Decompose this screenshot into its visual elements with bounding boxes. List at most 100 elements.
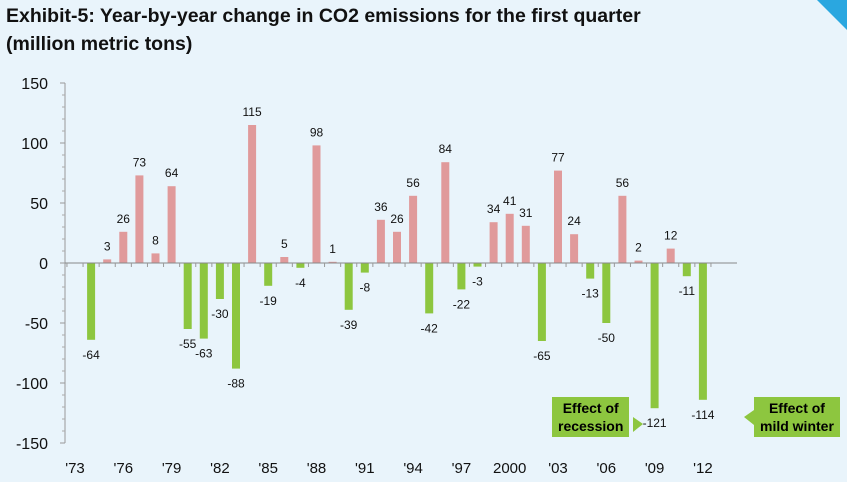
- value-label-2012: -114: [691, 408, 714, 422]
- bar-1986: [280, 257, 289, 263]
- value-label-1990: -39: [340, 318, 358, 332]
- value-label-1988: 98: [310, 125, 324, 139]
- y-tick-label: -150: [16, 436, 48, 453]
- chart-title-line2: (million metric tons): [6, 33, 193, 55]
- bar-1989: [328, 261, 337, 263]
- bar-1987: [296, 263, 305, 268]
- value-label-1978: 8: [152, 233, 159, 247]
- value-label-1995: -42: [421, 321, 439, 335]
- x-tick-label: '88: [307, 460, 327, 477]
- bar-1974: [87, 263, 96, 340]
- value-label-1984: 115: [243, 105, 262, 119]
- value-label-1987: -4: [295, 276, 306, 290]
- value-label-2008: 2: [635, 241, 642, 255]
- bar-2008: [634, 260, 643, 263]
- bar-1994: [409, 195, 418, 263]
- bar-2005: [586, 263, 595, 279]
- bar-1981: [199, 263, 208, 339]
- value-label-1981: -63: [195, 347, 213, 361]
- value-label-2009: -121: [643, 416, 667, 430]
- bar-1983: [232, 263, 240, 369]
- bar-1998: [473, 263, 482, 267]
- value-label-2001: 31: [519, 206, 533, 220]
- bar-1999: [489, 222, 498, 263]
- bar-1980: [183, 263, 192, 329]
- y-tick-label: -50: [25, 316, 48, 333]
- value-label-1980: -55: [179, 337, 197, 351]
- bar-2003: [554, 170, 562, 263]
- bar-1992: [376, 219, 385, 263]
- mild-winter-callout: Effect of mild winter: [754, 397, 840, 437]
- bar-2009: [650, 263, 659, 409]
- bar-2012: [698, 263, 707, 400]
- corner-accent: [817, 0, 847, 30]
- x-tick-label: '12: [693, 460, 713, 477]
- bar-1977: [135, 175, 144, 263]
- value-label-2010: 12: [664, 229, 678, 243]
- x-tick-label: '76: [114, 460, 134, 477]
- value-label-1985: -19: [260, 294, 278, 308]
- value-label-1975: 3: [104, 239, 111, 253]
- value-label-1989: 1: [329, 242, 336, 256]
- mild-winter-callout-pointer: [744, 410, 754, 425]
- x-tick-label: '91: [355, 460, 375, 477]
- chart-title-line1: Exhibit-5: Year-by-year change in CO2 em…: [6, 5, 641, 27]
- x-tick-label: '82: [210, 460, 230, 477]
- y-tick-label: 50: [30, 196, 48, 213]
- value-label-1997: -22: [453, 297, 471, 311]
- x-tick-label: '06: [597, 460, 617, 477]
- x-tick-label: '85: [258, 460, 278, 477]
- y-tick-label: 150: [21, 76, 48, 93]
- bar-1991: [360, 263, 369, 273]
- bar-1979: [167, 186, 176, 263]
- bar-2006: [602, 263, 611, 323]
- value-label-1994: 56: [406, 176, 420, 190]
- value-label-1996: 84: [439, 142, 453, 156]
- bar-1997: [457, 263, 466, 290]
- bar-1988: [312, 145, 321, 263]
- bar-1975: [103, 259, 112, 263]
- recession-callout-line2: recession: [558, 418, 624, 434]
- value-label-1979: 64: [165, 166, 179, 180]
- y-tick-label: 100: [21, 136, 48, 153]
- value-label-1986: 5: [281, 237, 288, 251]
- bar-1984: [248, 125, 257, 263]
- mild-winter-callout-line1: Effect of: [768, 400, 825, 416]
- bar-1990: [344, 263, 353, 310]
- value-label-2000: 41: [503, 194, 517, 208]
- x-tick-label: '03: [548, 460, 568, 477]
- value-label-1983: -88: [227, 377, 245, 391]
- value-label-1991: -8: [359, 281, 370, 295]
- value-label-1977: 73: [133, 155, 147, 169]
- value-label-1992: 36: [374, 200, 388, 214]
- value-label-2011: -11: [679, 284, 696, 298]
- value-label-2003: 77: [551, 151, 565, 165]
- x-tick-label: '94: [403, 460, 423, 477]
- bar-2000: [505, 213, 514, 263]
- recession-callout: Effect of recession: [552, 397, 630, 437]
- bar-1993: [393, 231, 401, 263]
- x-tick-label: '79: [162, 460, 182, 477]
- value-label-2007: 56: [616, 176, 630, 190]
- value-label-1974: -64: [82, 348, 100, 362]
- value-label-2004: 24: [567, 214, 581, 228]
- value-label-2005: -13: [582, 287, 600, 301]
- x-tick-label: 2000: [493, 460, 526, 477]
- value-label-2006: -50: [598, 331, 616, 345]
- mild-winter-callout-line2: mild winter: [760, 418, 834, 434]
- bar-1995: [425, 263, 434, 314]
- bar-1978: [151, 253, 160, 263]
- recession-callout-pointer: [633, 417, 643, 432]
- bar-2011: [682, 263, 691, 277]
- x-tick-label: '73: [65, 460, 85, 477]
- bar-2010: [666, 248, 675, 263]
- value-label-1999: 34: [487, 202, 501, 216]
- value-label-2002: -65: [533, 349, 551, 363]
- value-label-1998: -3: [472, 275, 483, 289]
- y-tick-label: -100: [16, 376, 48, 393]
- bar-2004: [570, 234, 579, 263]
- x-tick-label: '97: [452, 460, 472, 477]
- bar-1985: [264, 263, 273, 286]
- recession-callout-line1: Effect of: [562, 400, 619, 416]
